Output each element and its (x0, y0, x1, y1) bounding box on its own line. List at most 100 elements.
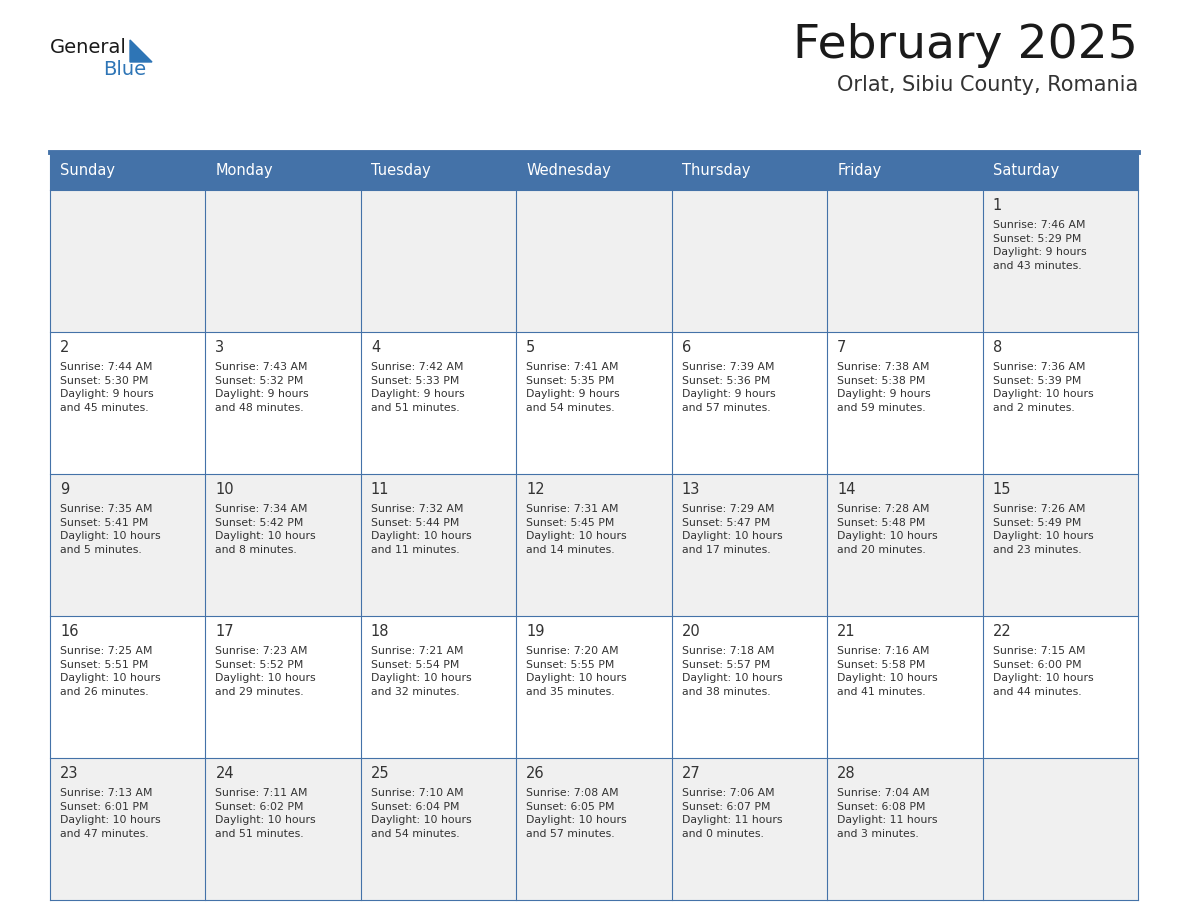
Text: Sunrise: 7:23 AM
Sunset: 5:52 PM
Daylight: 10 hours
and 29 minutes.: Sunrise: 7:23 AM Sunset: 5:52 PM Dayligh… (215, 646, 316, 697)
Text: Sunrise: 7:46 AM
Sunset: 5:29 PM
Daylight: 9 hours
and 43 minutes.: Sunrise: 7:46 AM Sunset: 5:29 PM Dayligh… (992, 220, 1086, 271)
Text: Saturday: Saturday (992, 163, 1059, 178)
Text: 15: 15 (992, 482, 1011, 497)
Text: 2: 2 (61, 340, 69, 355)
Text: Monday: Monday (215, 163, 273, 178)
Bar (361, 616, 517, 758)
Bar (982, 152, 1138, 190)
Text: 12: 12 (526, 482, 545, 497)
Text: 8: 8 (992, 340, 1001, 355)
Text: Sunrise: 7:28 AM
Sunset: 5:48 PM
Daylight: 10 hours
and 20 minutes.: Sunrise: 7:28 AM Sunset: 5:48 PM Dayligh… (838, 504, 937, 554)
Text: Sunrise: 7:20 AM
Sunset: 5:55 PM
Daylight: 10 hours
and 35 minutes.: Sunrise: 7:20 AM Sunset: 5:55 PM Dayligh… (526, 646, 627, 697)
Bar (982, 190, 1138, 332)
Text: Sunrise: 7:11 AM
Sunset: 6:02 PM
Daylight: 10 hours
and 51 minutes.: Sunrise: 7:11 AM Sunset: 6:02 PM Dayligh… (215, 788, 316, 839)
Text: Sunrise: 7:32 AM
Sunset: 5:44 PM
Daylight: 10 hours
and 11 minutes.: Sunrise: 7:32 AM Sunset: 5:44 PM Dayligh… (371, 504, 472, 554)
Text: Thursday: Thursday (682, 163, 750, 178)
Text: Sunrise: 7:16 AM
Sunset: 5:58 PM
Daylight: 10 hours
and 41 minutes.: Sunrise: 7:16 AM Sunset: 5:58 PM Dayligh… (838, 646, 937, 697)
Text: 10: 10 (215, 482, 234, 497)
Bar (361, 152, 517, 190)
Text: 13: 13 (682, 482, 700, 497)
Text: 28: 28 (838, 766, 855, 781)
Text: 7: 7 (838, 340, 847, 355)
Text: Sunday: Sunday (61, 163, 115, 178)
Text: 26: 26 (526, 766, 545, 781)
Text: Sunrise: 7:38 AM
Sunset: 5:38 PM
Daylight: 9 hours
and 59 minutes.: Sunrise: 7:38 AM Sunset: 5:38 PM Dayligh… (838, 362, 930, 413)
Bar (361, 332, 517, 474)
Bar (827, 474, 982, 616)
Text: 18: 18 (371, 624, 390, 639)
Bar (206, 152, 361, 190)
Text: Sunrise: 7:36 AM
Sunset: 5:39 PM
Daylight: 10 hours
and 2 minutes.: Sunrise: 7:36 AM Sunset: 5:39 PM Dayligh… (992, 362, 1093, 413)
Bar (671, 758, 827, 900)
Bar (50, 474, 206, 616)
Bar (671, 474, 827, 616)
Bar (671, 616, 827, 758)
Text: Sunrise: 7:31 AM
Sunset: 5:45 PM
Daylight: 10 hours
and 14 minutes.: Sunrise: 7:31 AM Sunset: 5:45 PM Dayligh… (526, 504, 627, 554)
Text: Sunrise: 7:29 AM
Sunset: 5:47 PM
Daylight: 10 hours
and 17 minutes.: Sunrise: 7:29 AM Sunset: 5:47 PM Dayligh… (682, 504, 783, 554)
Text: Sunrise: 7:06 AM
Sunset: 6:07 PM
Daylight: 11 hours
and 0 minutes.: Sunrise: 7:06 AM Sunset: 6:07 PM Dayligh… (682, 788, 782, 839)
Text: 5: 5 (526, 340, 536, 355)
Bar (50, 758, 206, 900)
Text: 17: 17 (215, 624, 234, 639)
Text: 19: 19 (526, 624, 545, 639)
Bar (50, 152, 1138, 190)
Bar (361, 758, 517, 900)
Bar (517, 332, 671, 474)
Text: Sunrise: 7:08 AM
Sunset: 6:05 PM
Daylight: 10 hours
and 57 minutes.: Sunrise: 7:08 AM Sunset: 6:05 PM Dayligh… (526, 788, 627, 839)
Text: 21: 21 (838, 624, 855, 639)
Text: Sunrise: 7:26 AM
Sunset: 5:49 PM
Daylight: 10 hours
and 23 minutes.: Sunrise: 7:26 AM Sunset: 5:49 PM Dayligh… (992, 504, 1093, 554)
Bar (982, 616, 1138, 758)
Text: Friday: Friday (838, 163, 881, 178)
Text: Sunrise: 7:18 AM
Sunset: 5:57 PM
Daylight: 10 hours
and 38 minutes.: Sunrise: 7:18 AM Sunset: 5:57 PM Dayligh… (682, 646, 783, 697)
Bar (517, 474, 671, 616)
Bar (982, 332, 1138, 474)
Bar (50, 190, 206, 332)
Bar (827, 332, 982, 474)
Polygon shape (129, 40, 152, 62)
Text: 24: 24 (215, 766, 234, 781)
Text: Sunrise: 7:04 AM
Sunset: 6:08 PM
Daylight: 11 hours
and 3 minutes.: Sunrise: 7:04 AM Sunset: 6:08 PM Dayligh… (838, 788, 937, 839)
Text: 14: 14 (838, 482, 855, 497)
Text: 20: 20 (682, 624, 701, 639)
Text: Blue: Blue (103, 60, 146, 79)
Bar (827, 190, 982, 332)
Bar (50, 616, 206, 758)
Bar (671, 152, 827, 190)
Text: 11: 11 (371, 482, 390, 497)
Text: General: General (50, 38, 127, 57)
Text: 27: 27 (682, 766, 701, 781)
Text: 4: 4 (371, 340, 380, 355)
Bar (671, 190, 827, 332)
Text: Sunrise: 7:35 AM
Sunset: 5:41 PM
Daylight: 10 hours
and 5 minutes.: Sunrise: 7:35 AM Sunset: 5:41 PM Dayligh… (61, 504, 160, 554)
Bar (827, 152, 982, 190)
Text: 22: 22 (992, 624, 1011, 639)
Text: 1: 1 (992, 198, 1001, 213)
Text: 9: 9 (61, 482, 69, 497)
Bar (206, 332, 361, 474)
Text: Sunrise: 7:41 AM
Sunset: 5:35 PM
Daylight: 9 hours
and 54 minutes.: Sunrise: 7:41 AM Sunset: 5:35 PM Dayligh… (526, 362, 620, 413)
Bar (517, 190, 671, 332)
Bar (517, 616, 671, 758)
Text: 3: 3 (215, 340, 225, 355)
Bar (206, 190, 361, 332)
Text: 6: 6 (682, 340, 691, 355)
Text: Wednesday: Wednesday (526, 163, 611, 178)
Text: 25: 25 (371, 766, 390, 781)
Bar (206, 474, 361, 616)
Bar (982, 758, 1138, 900)
Bar (361, 190, 517, 332)
Text: 23: 23 (61, 766, 78, 781)
Bar (206, 758, 361, 900)
Bar (671, 332, 827, 474)
Text: February 2025: February 2025 (794, 23, 1138, 68)
Bar (982, 474, 1138, 616)
Text: Sunrise: 7:34 AM
Sunset: 5:42 PM
Daylight: 10 hours
and 8 minutes.: Sunrise: 7:34 AM Sunset: 5:42 PM Dayligh… (215, 504, 316, 554)
Text: Sunrise: 7:21 AM
Sunset: 5:54 PM
Daylight: 10 hours
and 32 minutes.: Sunrise: 7:21 AM Sunset: 5:54 PM Dayligh… (371, 646, 472, 697)
Bar (517, 758, 671, 900)
Text: Sunrise: 7:13 AM
Sunset: 6:01 PM
Daylight: 10 hours
and 47 minutes.: Sunrise: 7:13 AM Sunset: 6:01 PM Dayligh… (61, 788, 160, 839)
Text: 16: 16 (61, 624, 78, 639)
Text: Orlat, Sibiu County, Romania: Orlat, Sibiu County, Romania (836, 75, 1138, 95)
Bar (50, 332, 206, 474)
Text: Sunrise: 7:42 AM
Sunset: 5:33 PM
Daylight: 9 hours
and 51 minutes.: Sunrise: 7:42 AM Sunset: 5:33 PM Dayligh… (371, 362, 465, 413)
Text: Sunrise: 7:15 AM
Sunset: 6:00 PM
Daylight: 10 hours
and 44 minutes.: Sunrise: 7:15 AM Sunset: 6:00 PM Dayligh… (992, 646, 1093, 697)
Bar (50, 152, 206, 190)
